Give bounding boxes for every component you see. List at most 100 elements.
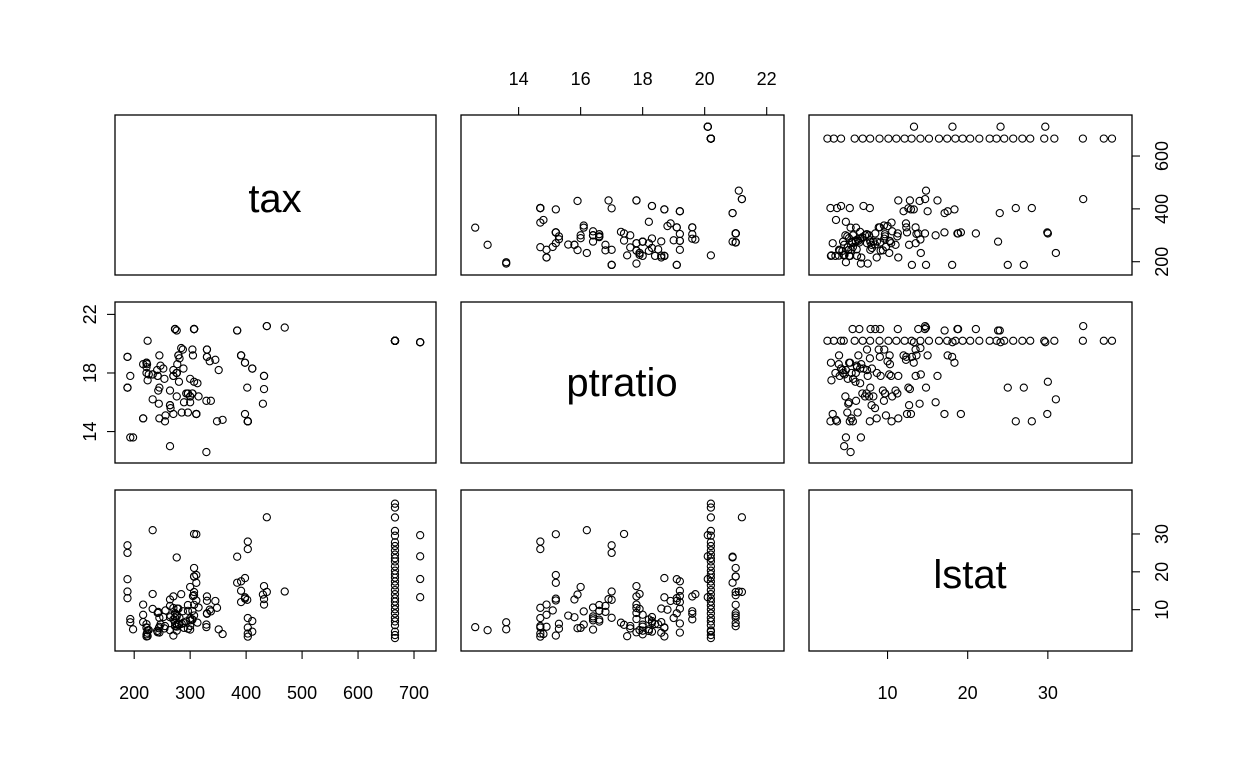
data-point-lstat-vs-ptratio <box>831 368 840 378</box>
data-point-tax-vs-lstat <box>390 581 400 590</box>
data-point-ptratio-vs-lstat <box>619 620 629 629</box>
data-point-tax-vs-lstat <box>189 587 199 597</box>
data-point-tax-vs-ptratio <box>186 398 195 407</box>
data-point-ptratio-vs-lstat <box>551 570 560 580</box>
data-point-tax-vs-lstat <box>259 594 269 604</box>
data-point-ptratio-vs-tax <box>551 205 560 214</box>
data-point-ptratio-vs-lstat <box>576 582 585 592</box>
data-point-lstat-vs-tax <box>1003 260 1012 270</box>
data-point-tax-vs-lstat <box>174 620 184 629</box>
data-point-tax-vs-lstat <box>248 616 257 626</box>
data-point-ptratio-vs-lstat <box>626 621 635 631</box>
data-point-lstat-vs-ptratio <box>911 345 920 354</box>
data-point-lstat-vs-tax <box>933 196 942 205</box>
data-point-tax-vs-ptratio <box>205 357 214 366</box>
data-point-tax-vs-ptratio <box>248 364 257 373</box>
data-point-lstat-vs-tax <box>923 207 932 216</box>
data-point-lstat-vs-ptratio <box>904 383 913 392</box>
data-point-lstat-vs-ptratio <box>995 326 1004 335</box>
data-point-tax-vs-ptratio <box>183 389 193 398</box>
data-point-ptratio-vs-lstat <box>548 606 557 615</box>
data-point-lstat-vs-tax <box>862 239 872 248</box>
data-point-lstat-vs-tax <box>894 253 903 262</box>
data-point-ptratio-vs-tax <box>675 229 685 239</box>
data-point-ptratio-vs-lstat <box>542 622 551 631</box>
tick-label-ptratio_left-left: 18 <box>80 363 100 383</box>
data-point-ptratio-vs-tax <box>626 231 635 240</box>
data-point-lstat-vs-tax <box>971 229 981 238</box>
data-point-lstat-vs-tax <box>1018 134 1027 143</box>
data-point-tax-vs-lstat <box>390 627 400 636</box>
data-point-lstat-vs-tax <box>888 227 897 236</box>
data-point-lstat-vs-tax <box>993 237 1003 246</box>
data-point-lstat-vs-ptratio <box>933 371 942 381</box>
data-point-ptratio-vs-lstat <box>564 611 573 620</box>
data-point-ptratio-vs-tax <box>502 258 511 267</box>
data-point-ptratio-vs-lstat <box>703 593 712 602</box>
data-point-lstat-vs-ptratio <box>872 414 881 423</box>
data-point-lstat-vs-tax <box>924 134 934 143</box>
data-point-lstat-vs-ptratio <box>887 417 896 426</box>
data-point-lstat-vs-ptratio <box>858 389 867 398</box>
data-point-lstat-vs-ptratio <box>841 392 850 401</box>
panel-frame-ptratio-ptratio <box>460 301 785 464</box>
data-point-tax-vs-ptratio <box>416 338 425 347</box>
data-point-tax-vs-ptratio <box>172 326 181 335</box>
data-point-tax-vs-ptratio <box>155 351 164 360</box>
data-point-lstat-vs-tax <box>904 240 914 249</box>
data-point-ptratio-vs-tax <box>632 239 641 248</box>
data-point-lstat-vs-tax <box>851 223 861 232</box>
data-point-tax-vs-ptratio <box>179 364 188 373</box>
data-point-ptratio-vs-tax <box>675 207 685 216</box>
data-point-ptratio-vs-tax <box>672 223 681 232</box>
data-point-ptratio-vs-tax <box>632 259 641 268</box>
data-point-lstat-vs-tax <box>1099 134 1108 143</box>
data-point-tax-vs-ptratio <box>172 392 181 401</box>
data-point-lstat-vs-tax <box>855 238 864 247</box>
data-point-lstat-vs-tax <box>879 221 889 230</box>
data-point-tax-vs-lstat <box>390 633 400 643</box>
data-point-tax-vs-lstat <box>173 604 182 613</box>
data-point-ptratio-vs-lstat <box>542 610 551 619</box>
data-point-lstat-vs-ptratio <box>1040 336 1049 345</box>
data-point-ptratio-vs-lstat <box>623 632 632 641</box>
data-point-tax-vs-lstat <box>390 601 400 610</box>
data-point-ptratio-vs-lstat <box>706 531 716 540</box>
data-point-tax-vs-lstat <box>160 621 170 631</box>
data-point-lstat-vs-tax <box>1041 122 1050 131</box>
data-point-lstat-vs-tax <box>827 251 836 260</box>
data-point-tax-vs-lstat <box>169 631 178 640</box>
data-point-lstat-vs-tax <box>921 260 931 270</box>
data-point-tax-vs-lstat <box>218 629 227 639</box>
data-point-lstat-vs-tax <box>1078 134 1088 143</box>
data-point-lstat-vs-ptratio <box>885 370 894 379</box>
data-point-tax-vs-lstat <box>390 526 400 536</box>
data-point-tax-vs-lstat <box>390 577 400 586</box>
data-point-tax-vs-lstat <box>243 629 252 638</box>
data-point-tax-vs-lstat <box>390 499 400 508</box>
data-point-tax-vs-ptratio <box>202 447 211 457</box>
data-point-lstat-vs-ptratio <box>854 351 863 360</box>
data-point-tax-vs-ptratio <box>153 371 162 381</box>
data-point-lstat-vs-tax <box>865 134 875 143</box>
data-point-tax-vs-lstat <box>126 618 135 627</box>
data-point-tax-vs-ptratio <box>148 370 157 379</box>
data-point-ptratio-vs-lstat <box>706 581 716 590</box>
data-point-lstat-vs-ptratio <box>860 392 870 401</box>
data-point-tax-vs-ptratio <box>258 399 268 408</box>
data-point-tax-vs-lstat <box>172 553 181 562</box>
data-point-ptratio-vs-lstat <box>502 618 511 627</box>
data-point-lstat-vs-ptratio <box>940 409 949 419</box>
data-point-tax-vs-lstat <box>390 546 400 555</box>
data-point-lstat-vs-tax <box>851 236 860 245</box>
data-point-ptratio-vs-tax <box>675 245 685 254</box>
data-point-lstat-vs-ptratio <box>1003 383 1012 392</box>
data-point-lstat-vs-tax <box>911 223 920 232</box>
data-point-tax-vs-lstat <box>189 529 199 539</box>
data-point-lstat-vs-tax <box>1050 134 1059 143</box>
data-point-lstat-vs-tax <box>947 260 957 270</box>
data-point-lstat-vs-tax <box>1043 229 1053 238</box>
data-point-lstat-vs-tax <box>823 134 832 143</box>
data-point-lstat-vs-tax <box>859 201 868 211</box>
